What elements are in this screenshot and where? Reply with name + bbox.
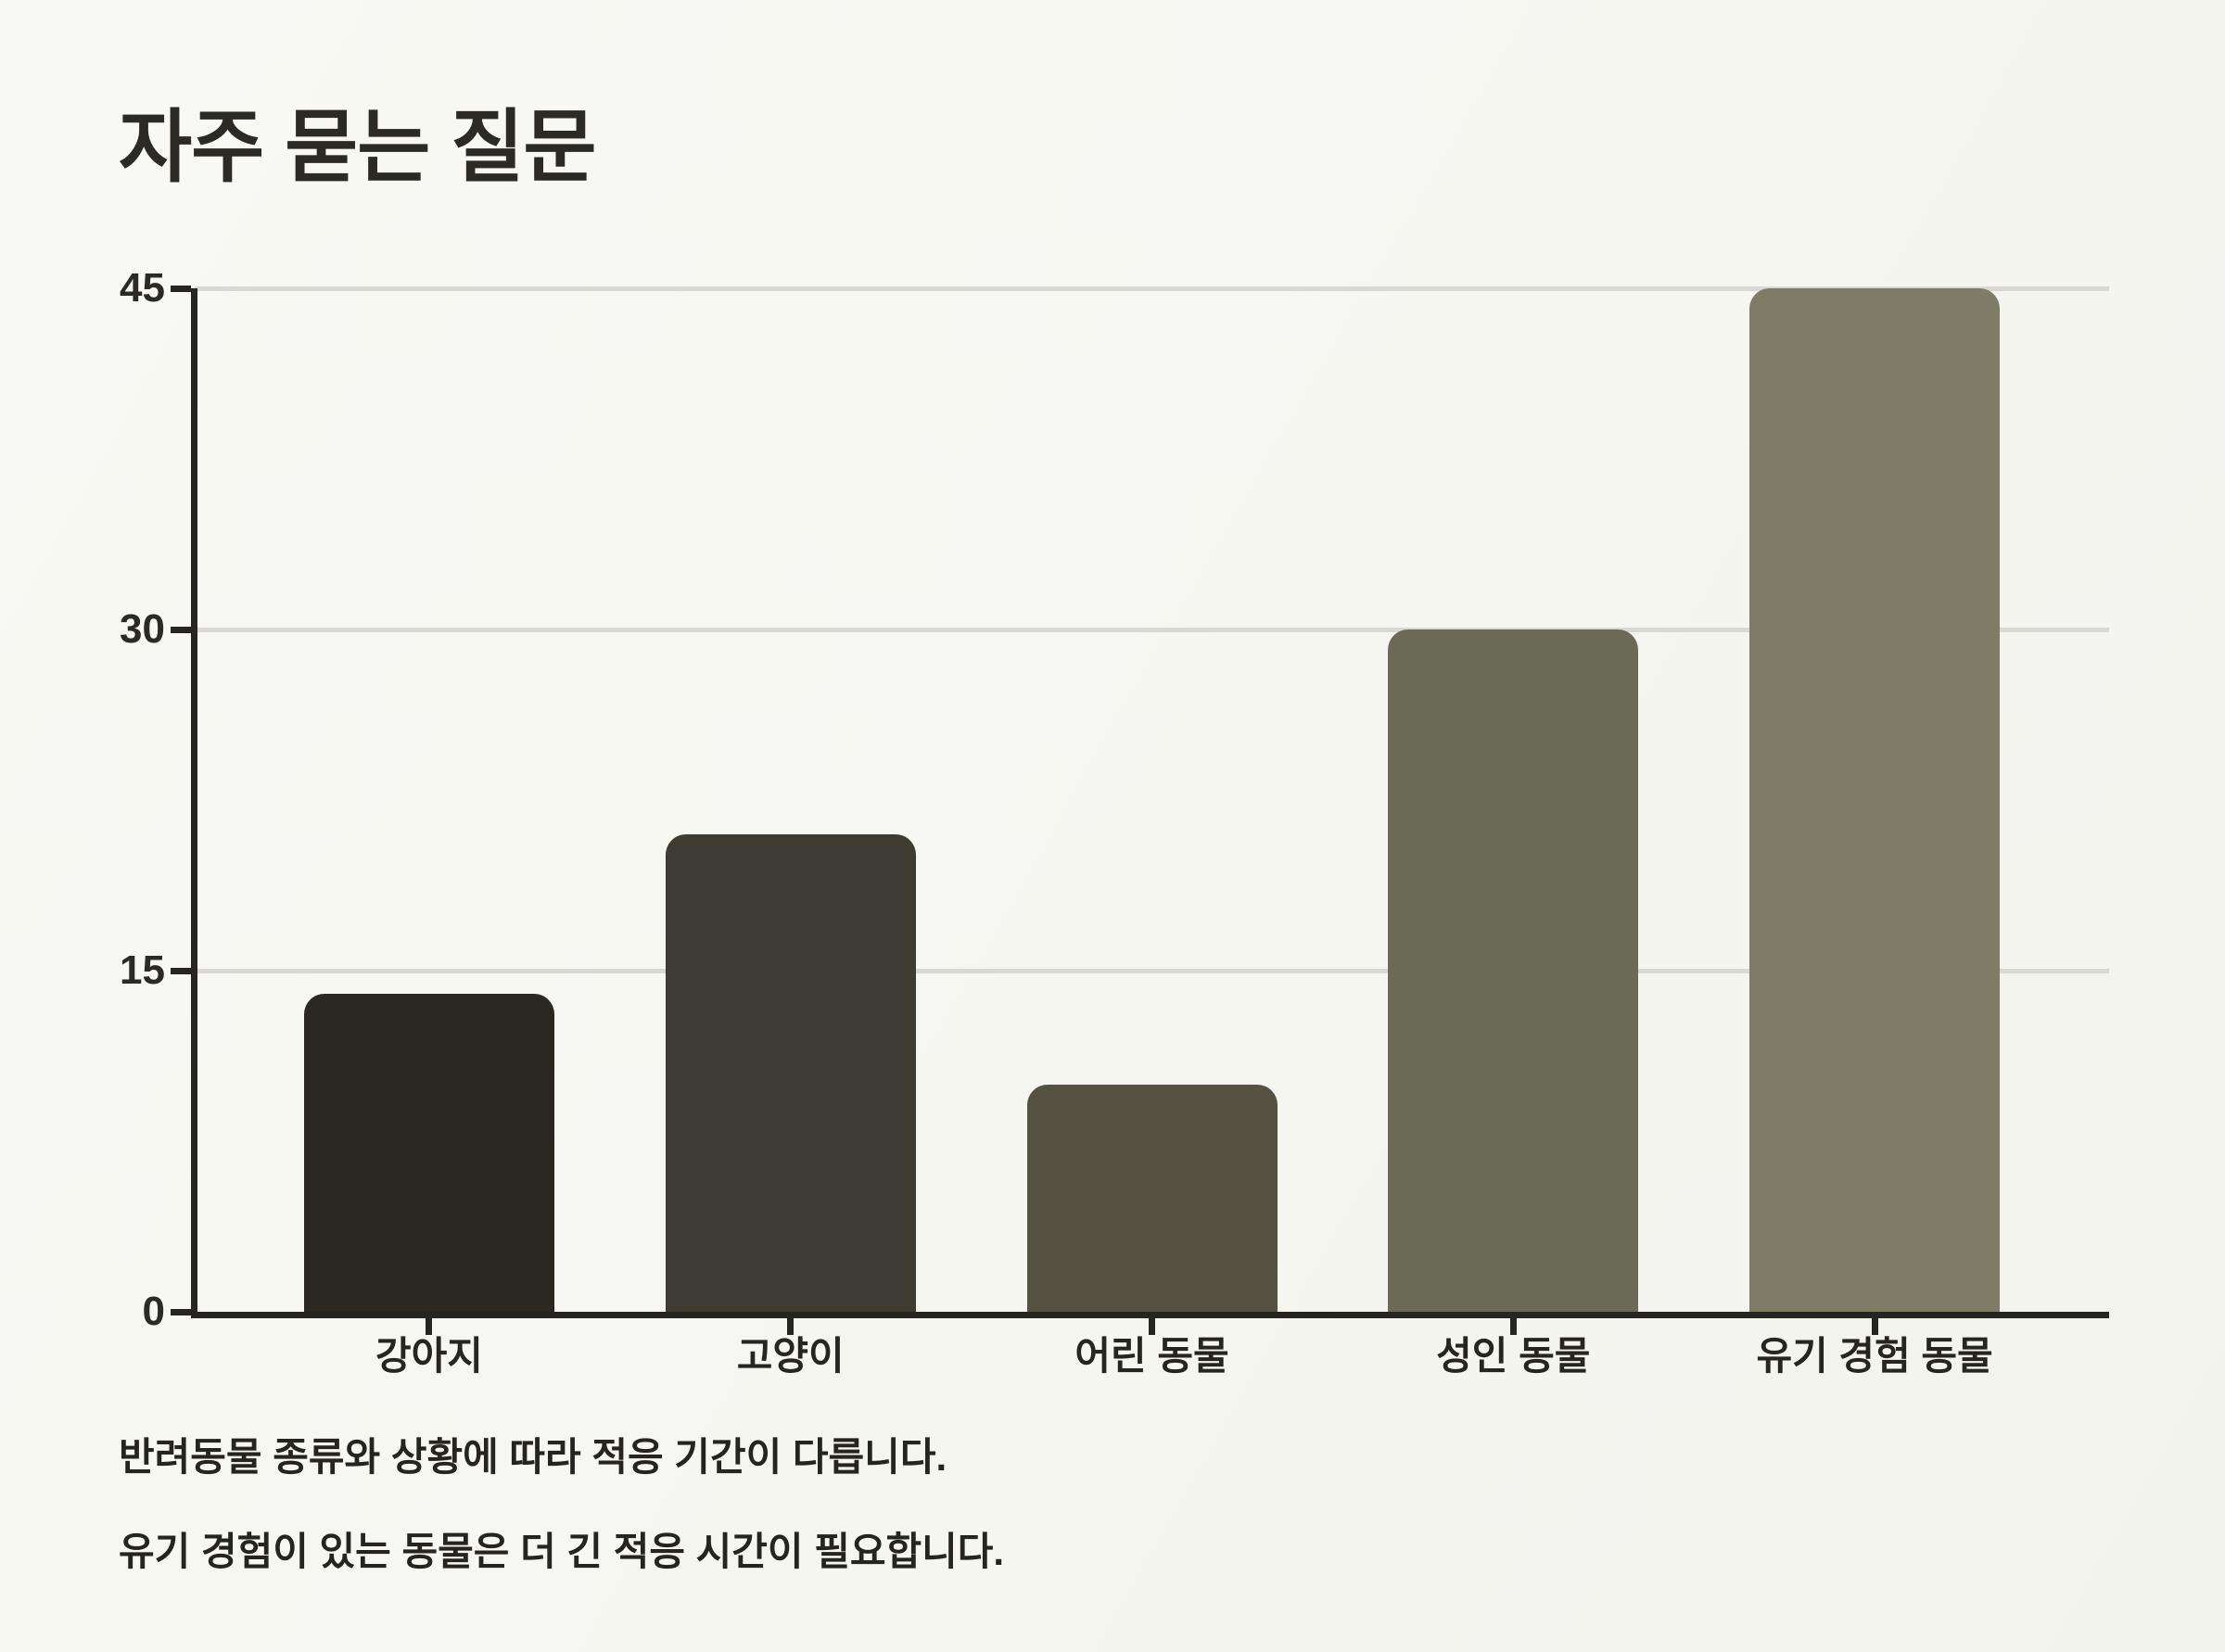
y-tick-label-0: 0: [142, 1289, 165, 1334]
x-category-label-성인 동물: 성인 동물: [1436, 1334, 1591, 1378]
note-line-2: 유기 경험이 있는 동물은 더 긴 적응 시간이 필요합니다.: [119, 1530, 1005, 1573]
y-tick-30: [171, 626, 191, 633]
page-title: 자주 묻는 질문: [119, 103, 597, 192]
note-line-1: 반려동물 종류와 상황에 따라 적응 기간이 다릅니다.: [119, 1435, 947, 1479]
x-category-label-고양이: 고양이: [736, 1334, 845, 1378]
bar-어린 동물: [1026, 1085, 1278, 1312]
y-tick-label-15: 15: [120, 947, 165, 993]
bar-강아지: [303, 994, 554, 1312]
bar-고양이: [665, 834, 916, 1312]
gridline-15: [195, 968, 2109, 973]
x-tick-고양이: [787, 1318, 795, 1335]
bar-유기 경험 동물: [1749, 288, 2001, 1312]
gridline-30: [195, 627, 2109, 632]
x-tick-유기 경험 동물: [1871, 1318, 1878, 1335]
y-tick-15: [171, 967, 191, 974]
y-tick-45: [171, 285, 191, 292]
gridline-45: [195, 286, 2109, 291]
x-tick-성인 동물: [1509, 1318, 1517, 1335]
x-tick-어린 동물: [1149, 1318, 1155, 1335]
x-category-label-어린 동물: 어린 동물: [1074, 1334, 1229, 1378]
x-category-label-강아지: 강아지: [375, 1334, 483, 1378]
y-tick-label-30: 30: [120, 606, 165, 652]
x-axis-line: [191, 1312, 2109, 1318]
y-tick-label-45: 45: [120, 265, 165, 311]
x-category-label-유기 경험 동물: 유기 경험 동물: [1756, 1334, 1993, 1378]
bar-성인 동물: [1388, 629, 1639, 1312]
x-tick-강아지: [426, 1318, 433, 1335]
y-tick-0: [171, 1308, 191, 1315]
y-axis-line: [191, 288, 197, 1318]
